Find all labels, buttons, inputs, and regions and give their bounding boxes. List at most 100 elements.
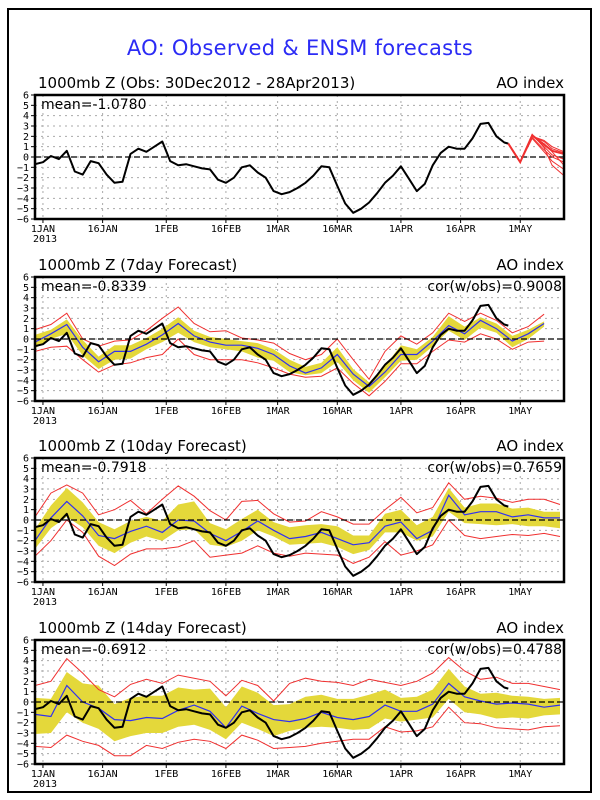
y-tick-label: 4 [23,656,29,667]
x-tick-label: 16FEB [211,224,241,235]
panel-title: 1000mb Z (Obs: 30Dec2012 - 28Apr2013) [38,74,355,92]
y-tick-label: 3 [23,122,29,133]
x-tick-label: 16APR [446,769,477,780]
x-tick-label: 1FEB [154,224,178,235]
x-tick-label: 1MAY [508,587,532,598]
year-label: 2013 [33,416,57,427]
panel-4 [31,638,566,768]
y-tick-label: 4 [23,293,29,304]
x-tick-label: 1MAR [266,587,291,598]
y-tick-label: 3 [23,485,29,496]
y-tick-label: −3 [17,366,29,377]
y-tick-label: −1 [17,345,29,356]
y-tick-label: 5 [23,464,29,475]
x-tick-label: 16APR [446,587,477,598]
mean-label: mean=-0.6912 [41,642,146,658]
year-label: 2013 [33,597,57,608]
y-tick-label: −5 [17,386,29,397]
y-tick-label: 0 [23,516,29,527]
x-tick-label: 1MAR [266,224,291,235]
y-tick-label: −1 [17,163,29,174]
panel-right-label: AO index [496,437,564,455]
x-tick-label: 16APR [446,406,477,417]
mean-label: mean=-0.7918 [41,460,146,476]
figure-frame [7,8,592,793]
y-tick-label: 2 [23,495,29,506]
plot-box [33,456,566,584]
observed-line [35,666,509,759]
y-tick-label: 1 [23,324,29,335]
y-tick-label: −5 [17,204,29,215]
y-tick-label: 6 [23,636,29,647]
y-tick-label: 2 [23,132,29,143]
ensemble-member-line [507,135,564,164]
y-tick-label: −2 [17,536,29,547]
y-tick-label: −6 [17,760,29,771]
y-tick-label: −1 [17,708,29,719]
plot-area [35,656,564,759]
plot-box [33,93,566,221]
y-tick-label: −6 [17,397,29,408]
ensemble-mean-line [35,494,560,546]
y-tick-label: −4 [17,376,29,387]
x-tick-label: 16MAR [322,224,353,235]
y-tick-label: −2 [17,173,29,184]
x-tick-label: 1MAY [508,224,532,235]
ensemble-member-line [507,137,564,170]
plot-area [35,303,564,397]
year-label: 2013 [33,779,57,790]
panel-right-label: AO index [496,256,564,274]
y-tick-label: −3 [17,184,29,195]
panel-title: 1000mb Z (7day Forecast) [38,256,237,274]
y-tick-label: −3 [17,547,29,558]
y-tick-label: 5 [23,101,29,112]
max-line [35,481,561,525]
min-line [35,706,561,757]
y-tick-label: 0 [23,335,29,346]
y-tick-label: 1 [23,142,29,153]
observed-line [35,484,509,577]
panel-1 [31,93,566,223]
y-tick-label: 6 [23,454,29,465]
y-tick-label: −5 [17,567,29,578]
x-tick-label: 16FEB [211,587,241,598]
x-tick-label: 16JAN [88,769,118,780]
y-tick-label: −6 [17,578,29,589]
mean-label: mean=-0.8339 [41,279,146,295]
year-label: 2013 [33,234,57,245]
x-tick-label: 16MAR [322,406,353,417]
min-line [35,519,561,567]
y-tick-label: −2 [17,718,29,729]
y-tick-label: 1 [23,505,29,516]
y-tick-label: −4 [17,194,29,205]
y-tick-label: 2 [23,677,29,688]
observed-line [35,303,509,396]
correlation-label: cor(w/obs)=0.7659 [427,460,562,476]
x-tick-label: 16JAN [88,224,118,235]
plot-box [33,638,566,766]
x-tick-label: 1FEB [154,587,178,598]
x-tick-label: 1MAR [266,769,291,780]
x-tick-label: 1APR [389,587,414,598]
x-tick-label: 1JAN [31,587,55,598]
x-tick-label: 16MAR [322,769,353,780]
panel-title: 1000mb Z (10day Forecast) [38,437,247,455]
mean-label: mean=-1.0780 [41,97,146,113]
x-tick-label: 1FEB [154,406,178,417]
y-tick-label: −2 [17,355,29,366]
x-tick-label: 1APR [389,769,414,780]
x-tick-label: 16FEB [211,406,241,417]
x-tick-label: 1JAN [31,406,55,417]
max-line [35,306,545,381]
observed-line [35,121,509,214]
y-tick-label: 0 [23,153,29,164]
y-tick-label: 4 [23,474,29,485]
x-tick-label: 16JAN [88,406,118,417]
y-tick-label: 0 [23,698,29,709]
figure-title: AO: Observed & ENSM forecasts [126,36,474,60]
x-tick-label: 16FEB [211,769,241,780]
y-tick-label: −4 [17,739,29,750]
y-tick-label: 3 [23,667,29,678]
y-tick-label: 6 [23,91,29,102]
